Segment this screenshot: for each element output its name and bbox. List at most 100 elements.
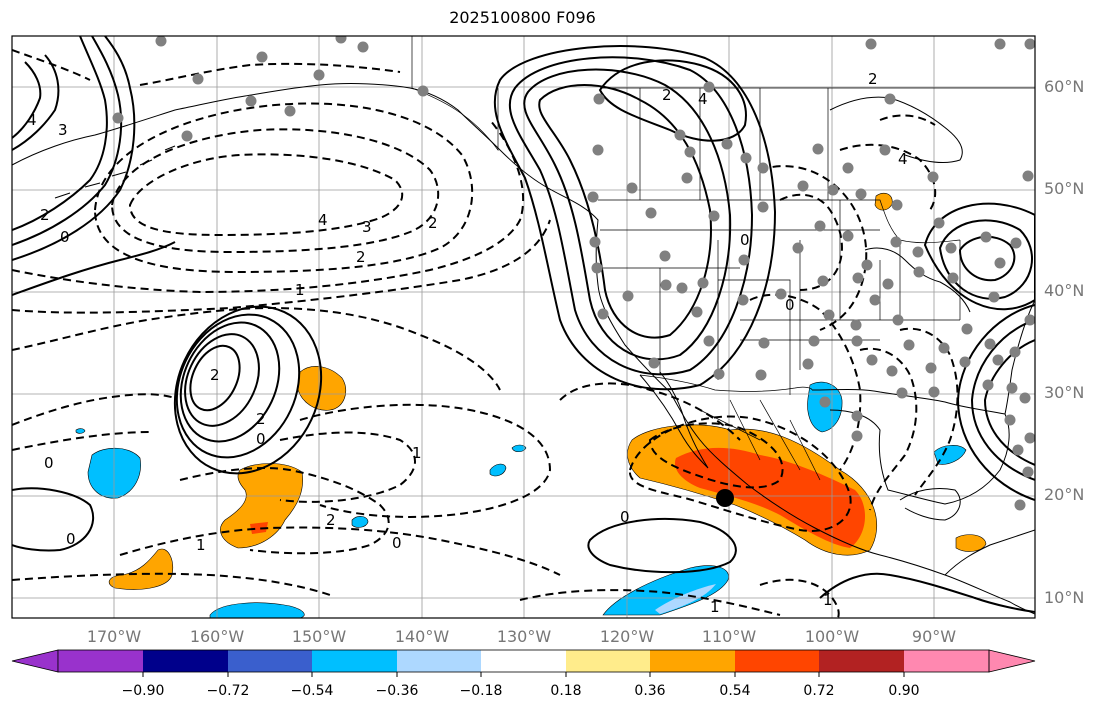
east-low-3	[923, 202, 1035, 311]
low-central-2	[279, 431, 416, 503]
colorbar-tick-label: −0.18	[459, 683, 503, 699]
colorbar-tick-label: −0.72	[206, 683, 250, 699]
colorbar-tick-label: 0.90	[888, 683, 920, 699]
plot-frame	[11, 35, 1036, 619]
shade-blue-7	[511, 444, 527, 453]
high-center-5	[173, 305, 323, 475]
contour-label: 0	[392, 534, 402, 552]
lon-label: 110°W	[701, 627, 757, 646]
colorbar-max-extend	[988, 649, 1036, 673]
coast-westcoast	[547, 187, 1035, 615]
colorbar-bin	[904, 650, 990, 672]
coast-central-am	[944, 529, 1035, 576]
coast-yucatan	[899, 487, 961, 521]
coastlines	[12, 83, 1035, 615]
low-central-4	[119, 526, 561, 576]
colorbar-bin	[481, 650, 567, 672]
contour-label: 2	[868, 70, 878, 88]
low-pacific-2	[110, 128, 440, 254]
low-mexico-1	[648, 422, 784, 489]
contour-label: 2	[428, 214, 438, 232]
high-center-3	[179, 321, 281, 443]
low-pacific-3	[93, 102, 474, 274]
contour-label: 4	[27, 111, 37, 129]
low-north-alaska	[12, 49, 401, 86]
high-center-2	[184, 333, 260, 427]
low-east-3	[839, 143, 937, 211]
shade-orange-3	[108, 548, 173, 590]
contour-label: 1	[295, 281, 305, 299]
map-title: 2025100800 F096	[449, 8, 596, 27]
border-us-mexico	[639, 374, 813, 392]
colorbar-tick-label: 0.18	[550, 683, 582, 699]
contour-label: 0	[256, 430, 266, 448]
lon-label: 160°W	[189, 627, 245, 646]
shade-blue-9	[75, 428, 86, 434]
coast-gulf	[811, 389, 1010, 505]
shade-orange-1	[297, 366, 346, 411]
contour-label: 3	[58, 121, 68, 139]
coast-alaska	[12, 83, 549, 189]
shade-lightblue-3	[655, 584, 716, 614]
shade-blue-5	[351, 516, 369, 528]
shaded-areas	[75, 192, 987, 618]
border-us-canada	[598, 199, 961, 244]
colorbar-tick-label: 0.36	[634, 683, 666, 699]
contour-label: 4	[898, 150, 908, 168]
low-east-4	[879, 114, 936, 126]
lon-label: 130°W	[496, 627, 552, 646]
border-alaska-canada	[411, 36, 499, 152]
contour-label: 2	[662, 86, 672, 104]
colorbar-tick-label: −0.90	[121, 683, 165, 699]
contour-label: 4	[318, 211, 328, 229]
colorbar-bin	[143, 650, 229, 672]
high-center-1	[189, 344, 241, 412]
low-central-5	[12, 572, 331, 596]
lon-label: 170°W	[86, 627, 142, 646]
low-pacific-8	[12, 431, 151, 451]
colorbar-bin	[735, 650, 821, 672]
borders	[411, 36, 1035, 481]
shade-blue-4	[209, 602, 305, 618]
ridge-west-4	[493, 45, 777, 391]
contour-label: 3	[362, 218, 372, 236]
contour-label: 1	[196, 536, 206, 554]
lon-label: 90°W	[911, 627, 957, 646]
contour-label: 0	[740, 231, 750, 249]
solid-contours	[12, 36, 1035, 613]
shade-red-mexico	[675, 447, 866, 548]
low-mexico-2	[628, 415, 852, 532]
colorbar-bin	[397, 650, 483, 672]
low-central-3	[179, 467, 390, 555]
east-low-2	[938, 219, 1033, 300]
alaska-contour-1	[12, 36, 108, 231]
low-pacific-4	[12, 119, 525, 294]
contour-label: 2	[356, 248, 366, 266]
location-marker[interactable]	[716, 489, 734, 507]
colorbar	[11, 649, 1036, 677]
lon-label: 120°W	[599, 627, 655, 646]
lon-label: 150°W	[291, 627, 347, 646]
zero-line-south2	[819, 572, 1035, 613]
colorbar-tick-label: −0.36	[375, 683, 419, 699]
shade-orange-5	[955, 534, 987, 552]
colorbar-tick-label: −0.54	[290, 683, 334, 699]
contour-label: 2	[256, 410, 266, 428]
colorbar-bin	[228, 650, 314, 672]
colorbar-tick-label: 0.72	[803, 683, 835, 699]
alaska-contour-2	[12, 36, 123, 246]
contour-labels: 4 3 2 0 4 3 2 2 1 2 2 0 0 1 1 2 0 0 0 2 …	[27, 70, 908, 616]
contour-label: 1	[412, 444, 422, 462]
east-ridge-2	[970, 319, 1035, 481]
ridge-west-2	[523, 68, 732, 361]
colorbar-bin	[819, 650, 905, 672]
low-east-2	[759, 165, 868, 331]
lat-label: 40°N	[1044, 281, 1085, 300]
contour-label: 0	[620, 508, 630, 526]
low-south-2	[759, 578, 840, 618]
ridge-west-1	[538, 84, 712, 339]
low-mexico-3	[559, 382, 741, 441]
contour-label: 1	[823, 591, 833, 609]
colorbar-min-extend	[11, 649, 59, 673]
